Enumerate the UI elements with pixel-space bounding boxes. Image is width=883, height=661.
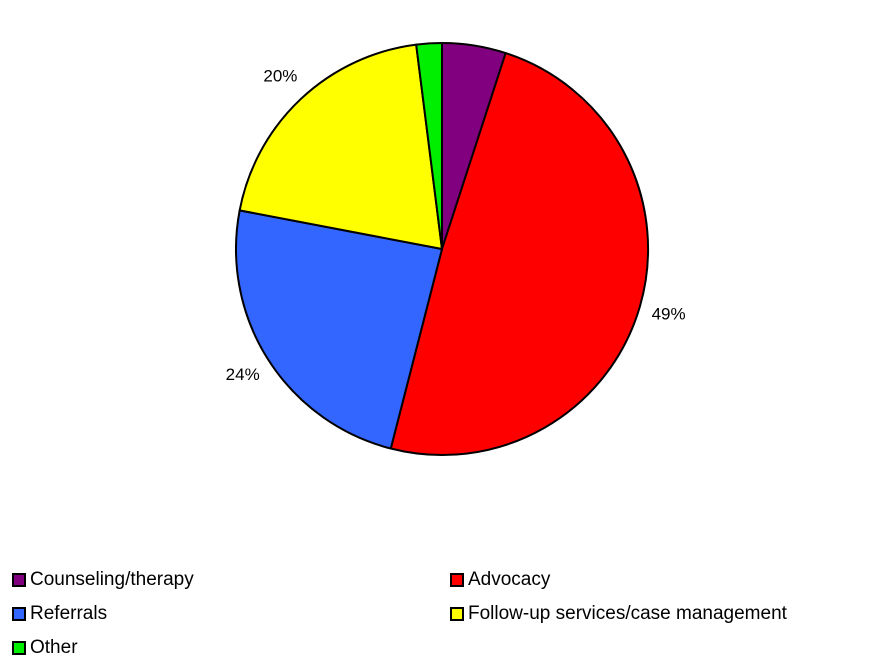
legend-label-referrals: Referrals xyxy=(30,603,108,624)
legend-label-follow-up: Follow-up services/case management xyxy=(468,603,787,624)
legend-item-referrals: Referrals xyxy=(12,602,107,626)
legend-item-advocacy: Advocacy xyxy=(450,568,550,592)
legend-swatch-advocacy xyxy=(450,573,464,587)
pie-slice-follow-up-services-case-management xyxy=(238,43,443,250)
legend-item-counseling-therapy: Counseling/therapy xyxy=(12,568,194,592)
pie-slice-advocacy xyxy=(389,52,650,456)
legend-swatch-counseling-therapy xyxy=(12,573,26,587)
pie-slice-other xyxy=(415,41,443,250)
data-label-counseling-therapy: 5% xyxy=(472,0,497,2)
data-label-advocacy: 49% xyxy=(652,304,686,323)
legend-label-advocacy: Advocacy xyxy=(468,569,551,590)
legend: Counseling/therapy Advocacy Referrals Fo… xyxy=(12,562,882,658)
pie-data-labels: 5%49%24%20%2% xyxy=(226,0,686,384)
legend-label-other: Other xyxy=(30,637,78,658)
data-label-referrals: 24% xyxy=(226,365,260,384)
pie-slice-referrals xyxy=(235,209,443,450)
legend-label-counseling-therapy: Counseling/therapy xyxy=(30,569,194,590)
legend-swatch-referrals xyxy=(12,607,26,621)
legend-item-follow-up: Follow-up services/case management xyxy=(450,602,787,626)
legend-swatch-follow-up xyxy=(450,607,464,621)
pie-slices xyxy=(235,41,650,456)
legend-swatch-other xyxy=(12,641,26,655)
data-label-follow-up-services-case-management: 20% xyxy=(263,66,297,85)
legend-item-other: Other xyxy=(12,636,78,660)
